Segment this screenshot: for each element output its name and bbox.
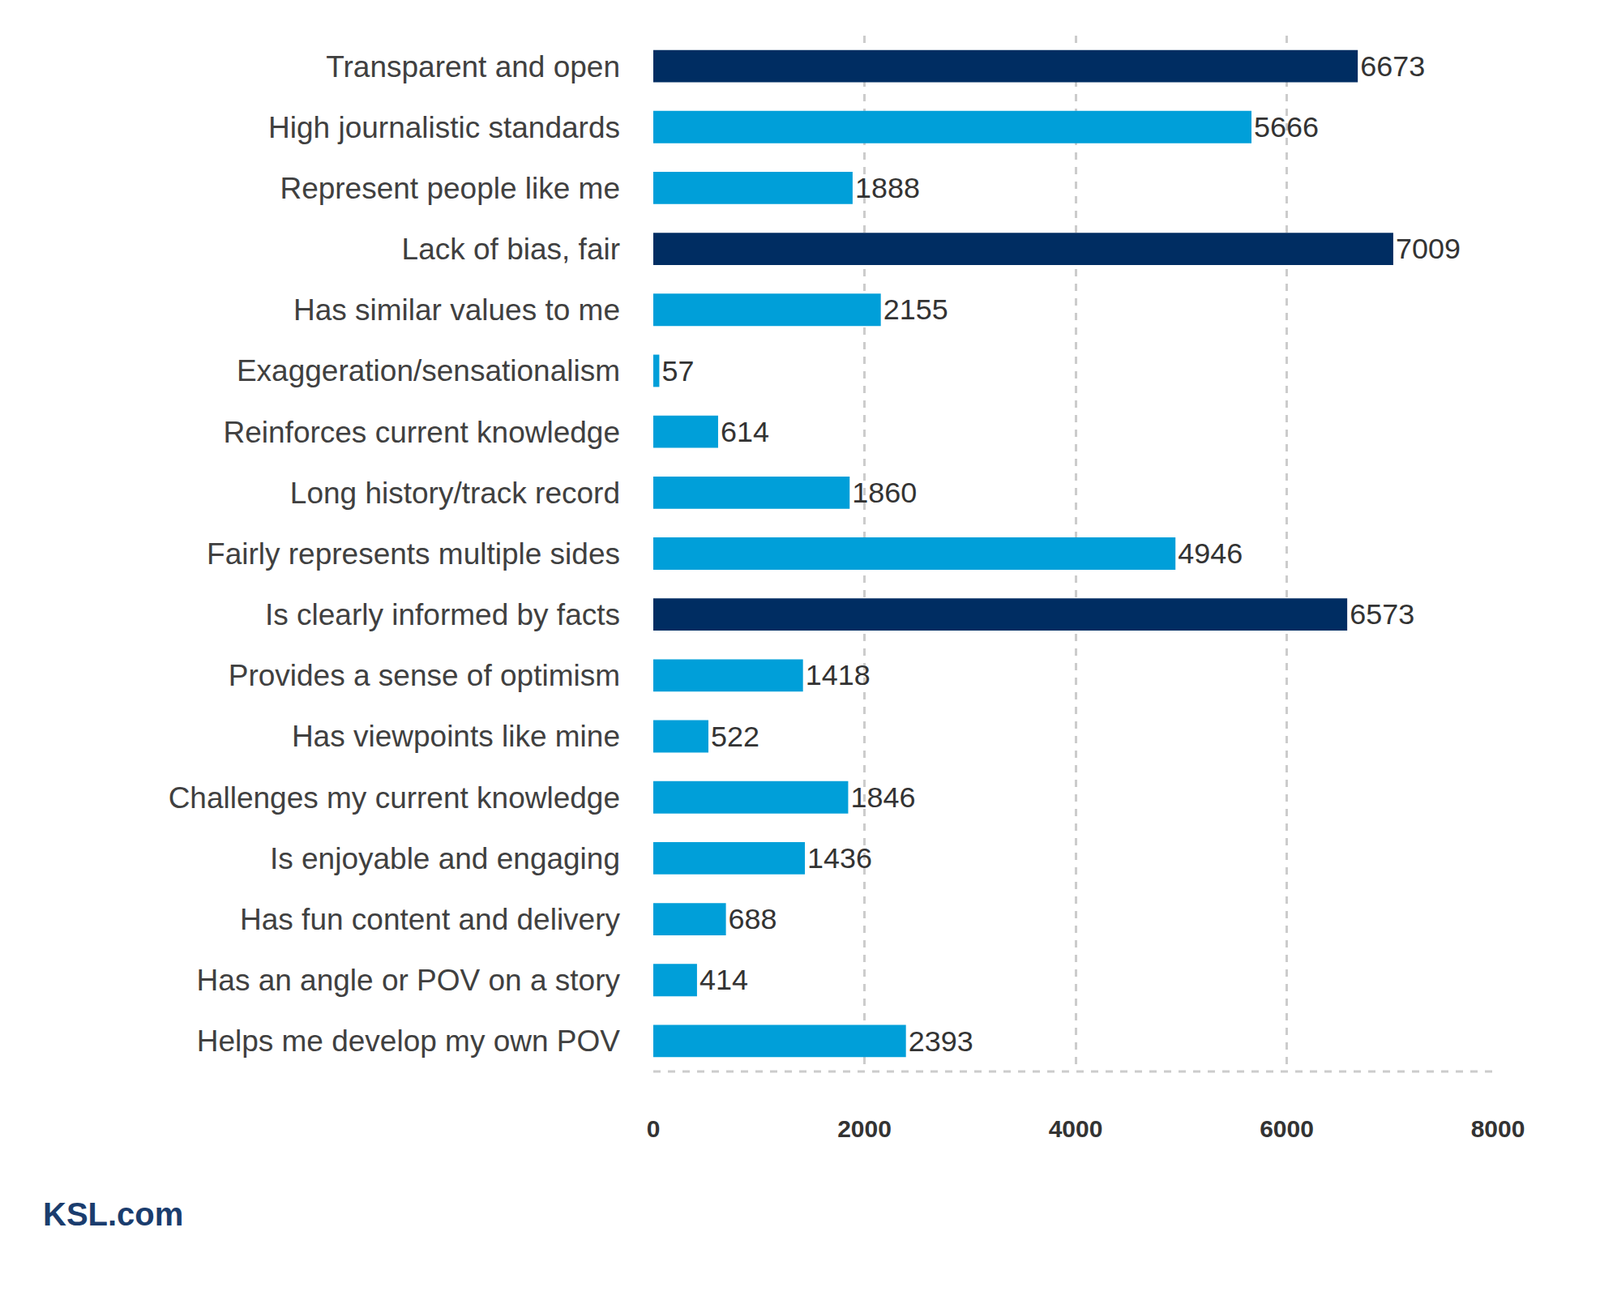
svg-text:6000: 6000 xyxy=(1259,1115,1314,1143)
svg-text:Represent people like me: Represent people like me xyxy=(279,171,621,206)
svg-text:High journalistic standards: High journalistic standards xyxy=(268,111,621,145)
svg-text:KSL.com: KSL.com xyxy=(42,1196,184,1233)
svg-text:Long history/track record: Long history/track record xyxy=(290,476,621,510)
svg-text:Transparent and open: Transparent and open xyxy=(325,50,621,84)
svg-text:0: 0 xyxy=(646,1115,661,1143)
svg-text:6673: 6673 xyxy=(1360,49,1425,83)
svg-text:6573: 6573 xyxy=(1349,597,1415,631)
svg-text:7009: 7009 xyxy=(1395,231,1461,266)
svg-text:2393: 2393 xyxy=(908,1024,974,1058)
svg-text:Is enjoyable and engaging: Is enjoyable and engaging xyxy=(269,842,621,876)
svg-text:Has similar values to me: Has similar values to me xyxy=(293,293,621,327)
svg-text:Provides a sense of optimism: Provides a sense of optimism xyxy=(228,658,621,693)
svg-text:1418: 1418 xyxy=(805,658,871,692)
svg-text:5666: 5666 xyxy=(1253,110,1319,144)
svg-text:1846: 1846 xyxy=(850,780,916,814)
svg-text:614: 614 xyxy=(720,414,770,449)
svg-text:Challenges my current knowledg: Challenges my current knowledge xyxy=(168,781,621,815)
svg-text:2155: 2155 xyxy=(883,292,949,326)
svg-text:Has fun content and delivery: Has fun content and delivery xyxy=(239,902,621,937)
svg-text:Reinforces current knowledge: Reinforces current knowledge xyxy=(223,415,621,450)
svg-text:Lack of bias, fair: Lack of bias, fair xyxy=(402,232,621,266)
svg-text:57: 57 xyxy=(661,354,694,388)
svg-text:Has an angle or POV on a story: Has an angle or POV on a story xyxy=(196,963,621,997)
svg-text:Has viewpoints like mine: Has viewpoints like mine xyxy=(291,719,621,753)
svg-text:4946: 4946 xyxy=(1177,536,1243,570)
svg-text:688: 688 xyxy=(728,902,778,936)
svg-text:1436: 1436 xyxy=(807,841,873,875)
svg-text:2000: 2000 xyxy=(837,1115,892,1143)
svg-text:4000: 4000 xyxy=(1048,1115,1104,1143)
svg-text:8000: 8000 xyxy=(1471,1115,1526,1143)
svg-text:1888: 1888 xyxy=(855,171,920,205)
svg-text:Is clearly informed by facts: Is clearly informed by facts xyxy=(265,598,621,632)
svg-text:Fairly represents multiple sid: Fairly represents multiple sides xyxy=(206,537,621,571)
svg-text:414: 414 xyxy=(699,962,749,997)
svg-text:Exaggeration/sensationalism: Exaggeration/sensationalism xyxy=(236,354,621,388)
svg-text:522: 522 xyxy=(710,719,760,753)
svg-text:Helps me develop my own POV: Helps me develop my own POV xyxy=(196,1024,621,1058)
svg-text:1860: 1860 xyxy=(851,475,917,510)
